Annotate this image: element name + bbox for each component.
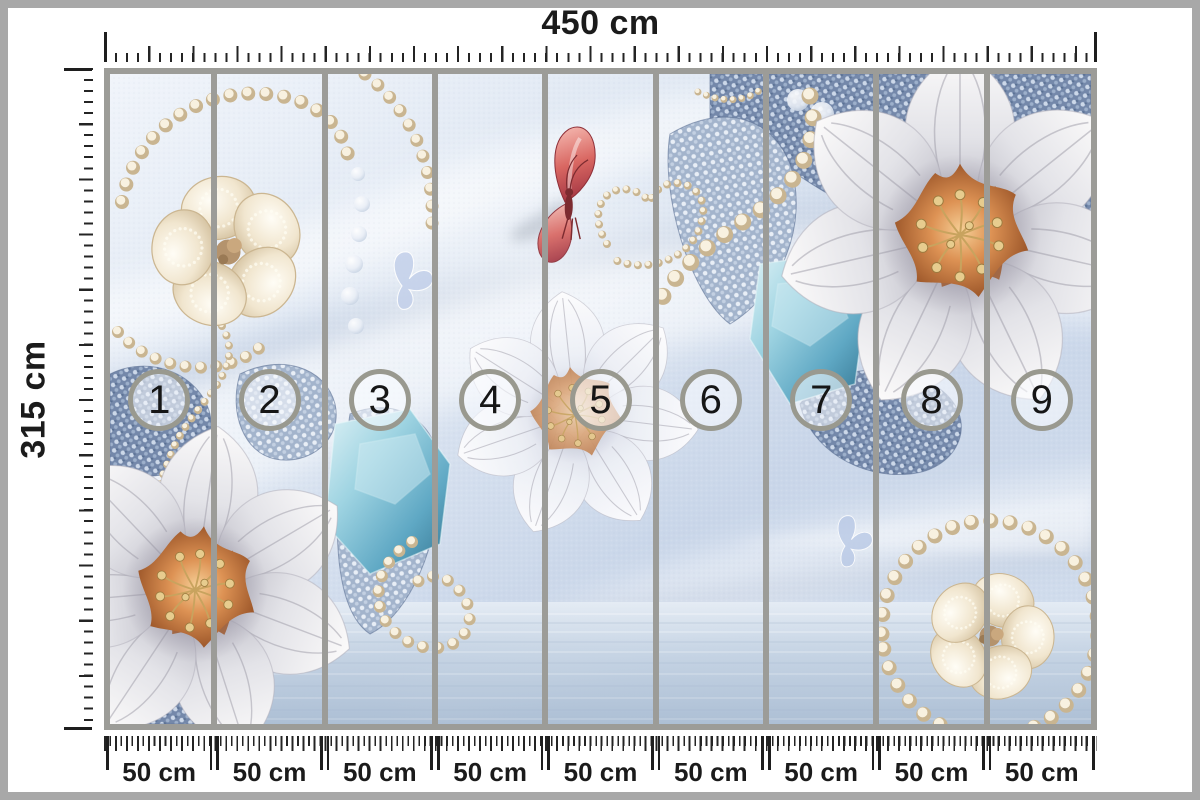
panel-number-badge: 9 bbox=[1010, 369, 1073, 431]
panel-number-badge: 6 bbox=[679, 369, 742, 431]
segment-width-label: 50 cm bbox=[784, 757, 858, 787]
ruler-segment: 50 cm bbox=[104, 736, 214, 788]
ruler-segment: 50 cm bbox=[545, 736, 655, 788]
bottom-ruler: 50 cm 50 cm 50 cm 50 cm 50 cm 50 cm 50 c… bbox=[104, 736, 1097, 788]
panel-number-badge: 8 bbox=[900, 369, 963, 431]
segment-width-label: 50 cm bbox=[232, 757, 307, 787]
jewel-flower-bottom-left bbox=[110, 402, 388, 724]
left-ruler-end-tick bbox=[64, 727, 92, 730]
ruler-segment: 50 cm bbox=[987, 736, 1097, 788]
segment-width-label: 50 cm bbox=[453, 757, 528, 787]
panel-divider bbox=[542, 74, 549, 724]
top-ruler-start-tick bbox=[104, 32, 107, 62]
panel-number-badge: 2 bbox=[238, 369, 301, 431]
ruler-segment: 50 cm bbox=[435, 736, 545, 788]
total-height-label: 315 cm bbox=[14, 339, 53, 459]
panel-number-badge: 1 bbox=[128, 369, 191, 431]
segment-width-label: 50 cm bbox=[122, 757, 197, 787]
ruler-segment: 50 cm bbox=[214, 736, 324, 788]
segment-width-label: 50 cm bbox=[673, 757, 748, 787]
ruler-segment: 50 cm bbox=[656, 736, 766, 788]
top-ruler bbox=[104, 32, 1097, 62]
ruler-segment: 50 cm bbox=[766, 736, 876, 788]
segment-width-label: 50 cm bbox=[1004, 757, 1079, 787]
ruler-segment: 50 cm bbox=[325, 736, 435, 788]
bottom-ruler-comb bbox=[104, 736, 1097, 752]
panel-number-badge: 5 bbox=[569, 369, 632, 431]
wallpaper-preview: 1 2 3 4 5 6 7 8 9 bbox=[104, 68, 1097, 730]
left-ruler-start-tick bbox=[64, 68, 92, 71]
panel-divider bbox=[211, 74, 218, 724]
panel-divider bbox=[763, 74, 769, 724]
panel-divider bbox=[652, 74, 659, 724]
ruler-segment: 50 cm bbox=[876, 736, 986, 788]
top-ruler-end-tick bbox=[1094, 32, 1097, 62]
panel-number-badge: 3 bbox=[348, 369, 411, 431]
panel-divider bbox=[873, 74, 880, 724]
left-ruler bbox=[79, 68, 93, 730]
segment-width-label: 50 cm bbox=[894, 757, 969, 787]
panel-number-badge: 4 bbox=[459, 369, 522, 431]
segment-width-label: 50 cm bbox=[563, 757, 638, 787]
panel-number-badge: 7 bbox=[790, 369, 853, 431]
total-height-label-wrap: 315 cm bbox=[12, 68, 56, 730]
panel-divider bbox=[983, 74, 990, 724]
segment-width-label: 50 cm bbox=[342, 757, 417, 787]
panel-divider bbox=[321, 74, 328, 724]
jewel-flower-top-right bbox=[769, 74, 1091, 424]
panel-divider bbox=[432, 74, 438, 724]
